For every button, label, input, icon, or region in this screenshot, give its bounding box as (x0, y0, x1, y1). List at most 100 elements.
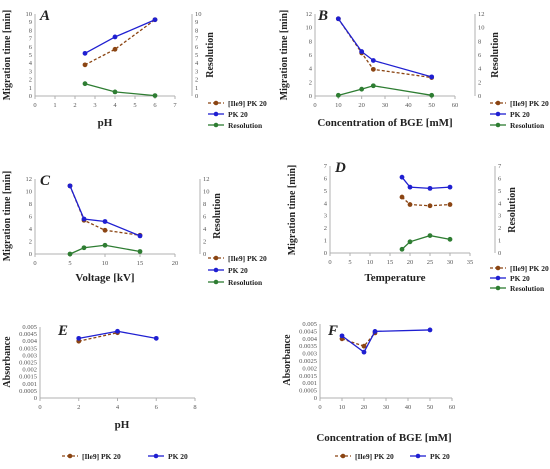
x-tick-label: 20 (407, 259, 414, 266)
legend-swatch-marker (495, 275, 501, 281)
data-point-pk20 (359, 49, 365, 54)
y2-axis-label: Resolution (205, 32, 216, 78)
data-point-pk20 (82, 50, 88, 56)
series-line-resolution (84, 83, 156, 97)
y-tick-label: 7 (324, 163, 328, 170)
data-point-ile9 (370, 66, 376, 72)
y-tick-label: 12 (26, 176, 33, 183)
legend-label: PK 20 (168, 452, 188, 461)
legend-item: [Ile9] PK 20 (62, 452, 121, 461)
legend-swatch-marker (153, 453, 159, 459)
legend-item: PK 20 (148, 452, 188, 461)
y2-tick-label: 4 (195, 60, 199, 67)
legend-label: PK 20 (228, 110, 248, 119)
legend-swatch-marker (213, 267, 219, 273)
x-tick-label: 30 (383, 404, 390, 411)
data-point-pk20 (153, 335, 159, 341)
x-tick-label: 1 (53, 102, 56, 109)
y-tick-label: 0.0035 (19, 345, 37, 352)
panel-b: 0 10 20 30 40 50 60 0 2 4 6 8 10 12 0 2 4 6 8 10 12 B Concentr… (279, 8, 549, 130)
x-tick-label: 2 (73, 102, 76, 109)
legend-item: [Ile9] PK 20 (335, 452, 394, 461)
data-point-ile9 (407, 202, 413, 207)
y-tick-label: 7 (29, 36, 33, 43)
legend-swatch-marker (67, 453, 73, 459)
x-tick-label: 6 (153, 102, 157, 109)
y-axis-label: Absorbance (2, 336, 13, 388)
legend-swatch-marker (495, 111, 501, 117)
data-point-ile9 (102, 227, 108, 233)
y-tick-label: 2 (29, 77, 32, 84)
y2-tick-label: 7 (498, 163, 502, 170)
panel-letter: E (57, 323, 68, 339)
x-axis-label: pH (98, 117, 113, 129)
y2-tick-label: 4 (203, 226, 207, 233)
y2-tick-label: 1 (195, 85, 198, 92)
x-axis-label: Voltage [kV] (75, 272, 134, 284)
data-point-resolution (81, 245, 87, 251)
y2-tick-label: 4 (498, 200, 502, 207)
x-tick-label: 6 (155, 404, 159, 411)
y-tick-label: 0.0025 (299, 358, 317, 365)
y-tick-label: 0 (34, 395, 37, 402)
y-tick-label: 2 (309, 79, 312, 86)
legend-swatch-marker (495, 285, 501, 291)
x-tick-label: 15 (387, 259, 394, 266)
data-point-pk20 (427, 327, 433, 333)
x-tick-label: 20 (361, 404, 368, 411)
legend-item: Resolution (208, 278, 263, 287)
y-axis-label: Migration time [min] (2, 10, 13, 101)
y-tick-label: 0.002 (302, 365, 317, 372)
x-tick-label: 4 (113, 102, 117, 109)
y-tick-label: 1 (324, 238, 327, 245)
x-tick-label: 7 (173, 102, 177, 109)
legend-swatch-marker (213, 122, 219, 128)
legend-item: Resolution (490, 284, 545, 293)
x-tick-label: 3 (93, 102, 96, 109)
data-point-pk20 (152, 17, 158, 23)
y-tick-label: 2 (324, 225, 327, 232)
y-tick-label: 0.0005 (299, 388, 317, 395)
y2-tick-label: 2 (478, 79, 481, 86)
y-tick-label: 4 (309, 66, 313, 73)
x-tick-label: 40 (405, 404, 412, 411)
y-tick-label: 0.0005 (19, 388, 37, 395)
y2-tick-label: 2 (195, 77, 198, 84)
series-line-pk20 (69, 185, 141, 237)
legend-item: PK 20 (490, 110, 530, 119)
x-tick-label: 10 (367, 259, 374, 266)
y-tick-label: 8 (309, 38, 312, 45)
series-line-ile9 (401, 196, 451, 207)
y2-tick-label: 6 (195, 44, 199, 51)
y2-axis-label: Resolution (212, 193, 223, 239)
x-tick-label: 0 (38, 404, 41, 411)
y2-tick-label: 10 (478, 25, 485, 32)
y2-tick-label: 6 (203, 214, 207, 221)
x-tick-label: 60 (449, 404, 456, 411)
y-tick-label: 0.001 (302, 380, 317, 387)
data-point-pk20 (112, 34, 118, 40)
x-tick-label: 0 (328, 259, 331, 266)
data-point-pk20 (137, 233, 143, 239)
legend-item: PK 20 (490, 274, 530, 283)
panel-c: 0 5 10 15 20 0 2 4 6 8 10 12 0 2 4 6 8 10 12 C Voltage [kV] M… (2, 171, 267, 287)
y2-tick-label: 2 (498, 225, 501, 232)
x-tick-label: 20 (358, 102, 365, 109)
y-tick-label: 8 (29, 201, 32, 208)
legend-swatch-marker (495, 122, 501, 128)
y-tick-label: 8 (29, 27, 32, 34)
y-tick-label: 10 (306, 25, 313, 32)
data-point-resolution (335, 92, 341, 98)
y2-tick-label: 1 (498, 238, 501, 245)
x-tick-label: 35 (467, 259, 474, 266)
legend-swatch-marker (213, 111, 219, 117)
legend-item: [Ile9] PK 20 (208, 254, 267, 263)
series-line-pk20 (401, 176, 451, 190)
x-axis-label: Concentration of BGE [mM] (316, 432, 451, 444)
x-tick-label: 5 (348, 259, 351, 266)
x-tick-label: 30 (382, 102, 389, 109)
y-tick-label: 0.001 (22, 381, 37, 388)
y2-tick-label: 12 (203, 176, 210, 183)
y-tick-label: 0.005 (302, 321, 317, 328)
data-point-pk20 (115, 328, 120, 334)
